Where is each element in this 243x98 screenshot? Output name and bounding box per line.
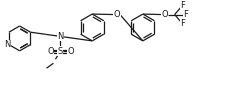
Text: N: N [4, 40, 11, 49]
Text: O: O [161, 10, 168, 19]
Text: N: N [57, 32, 64, 41]
Text: F: F [183, 10, 188, 19]
Text: O: O [114, 10, 120, 19]
Text: F: F [180, 1, 185, 10]
Text: O: O [47, 47, 54, 56]
Text: S: S [58, 47, 63, 56]
Text: O: O [67, 47, 74, 56]
Text: F: F [180, 19, 185, 28]
